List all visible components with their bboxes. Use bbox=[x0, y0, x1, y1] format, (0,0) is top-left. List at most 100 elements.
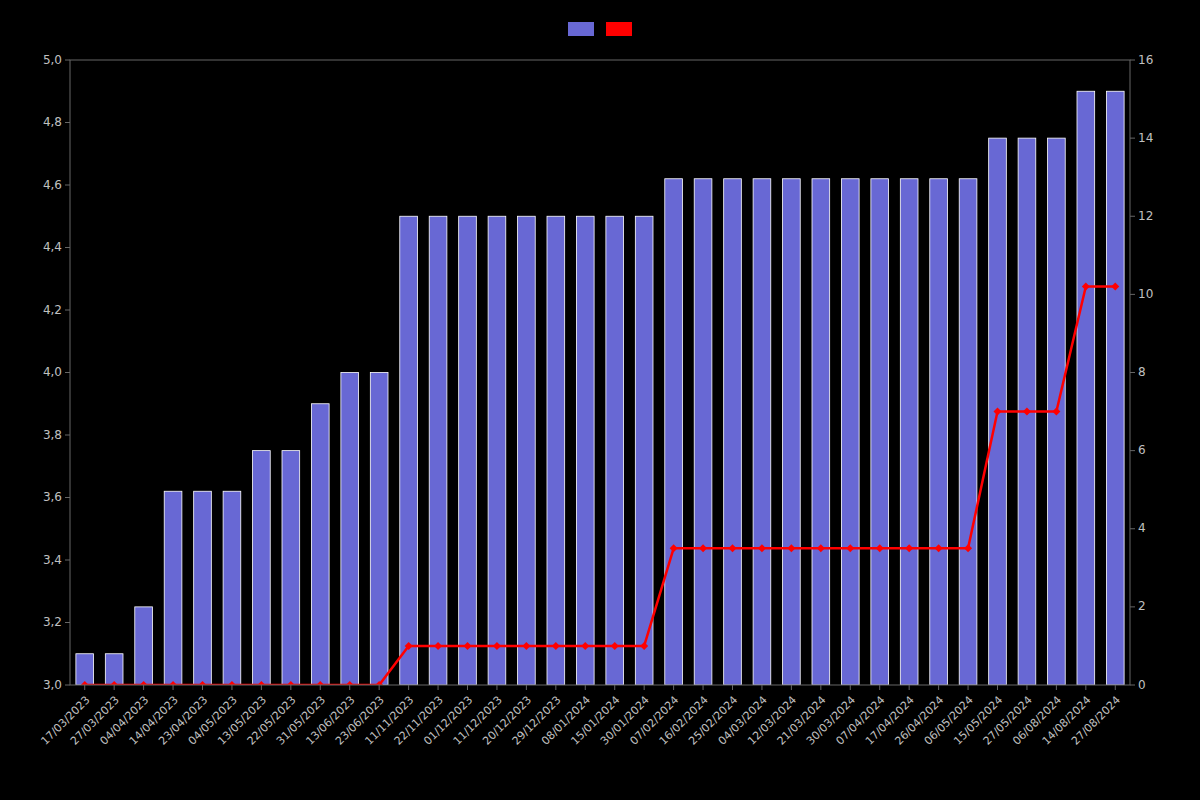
line-marker bbox=[817, 544, 825, 552]
y-tick-label: 4,8 bbox=[43, 115, 62, 129]
y-tick-label: 4,4 bbox=[43, 240, 62, 254]
line-marker bbox=[1052, 408, 1060, 416]
x-tick bbox=[349, 685, 350, 690]
y-tick bbox=[65, 435, 70, 436]
bar bbox=[606, 216, 624, 685]
bar bbox=[753, 179, 771, 685]
x-tick bbox=[526, 685, 527, 690]
legend bbox=[568, 22, 632, 36]
line-marker bbox=[905, 544, 913, 552]
y2-tick-label: 2 bbox=[1138, 599, 1146, 613]
x-tick bbox=[732, 685, 733, 690]
y2-tick bbox=[1130, 450, 1135, 451]
line-marker bbox=[787, 544, 795, 552]
y-tick bbox=[65, 622, 70, 623]
x-tick bbox=[290, 685, 291, 690]
y2-tick bbox=[1130, 294, 1135, 295]
x-tick bbox=[555, 685, 556, 690]
x-tick bbox=[143, 685, 144, 690]
x-tick bbox=[496, 685, 497, 690]
x-tick-label: 27/08/2024 bbox=[1069, 694, 1123, 748]
bar bbox=[76, 654, 94, 685]
bar bbox=[724, 179, 742, 685]
line-marker bbox=[640, 642, 648, 650]
x-tick bbox=[644, 685, 645, 690]
y-tick-label: 4,2 bbox=[43, 303, 62, 317]
line-marker bbox=[611, 642, 619, 650]
line-marker bbox=[316, 681, 324, 685]
x-tick bbox=[673, 685, 674, 690]
x-tick bbox=[379, 685, 380, 690]
line-marker bbox=[935, 544, 943, 552]
line-marker bbox=[346, 681, 354, 685]
y-tick bbox=[65, 185, 70, 186]
bar bbox=[311, 404, 329, 685]
y2-tick-label: 16 bbox=[1138, 53, 1153, 67]
y-tick-label: 3,0 bbox=[43, 678, 62, 692]
line-marker bbox=[140, 681, 148, 685]
line-marker bbox=[257, 681, 265, 685]
y-tick-label: 3,2 bbox=[43, 615, 62, 629]
y-axis: 3,03,23,43,63,84,04,24,44,64,85,0 bbox=[43, 53, 70, 692]
line-marker bbox=[964, 544, 972, 552]
x-axis: 17/03/202327/03/202304/04/202314/04/2023… bbox=[38, 685, 1123, 748]
line-marker bbox=[228, 681, 236, 685]
line-marker bbox=[1111, 283, 1119, 291]
y2-tick-label: 8 bbox=[1138, 365, 1146, 379]
x-tick bbox=[114, 685, 115, 690]
line-marker bbox=[522, 642, 530, 650]
line-marker bbox=[434, 642, 442, 650]
y2-tick bbox=[1130, 528, 1135, 529]
x-tick bbox=[820, 685, 821, 690]
bar bbox=[282, 451, 300, 685]
line-marker bbox=[493, 642, 501, 650]
y-tick-label: 5,0 bbox=[43, 53, 62, 67]
bar bbox=[783, 179, 801, 685]
y2-tick-label: 4 bbox=[1138, 521, 1146, 535]
line-marker bbox=[552, 642, 560, 650]
y2-tick-label: 6 bbox=[1138, 443, 1146, 457]
x-tick bbox=[938, 685, 939, 690]
x-tick bbox=[1056, 685, 1057, 690]
y-tick bbox=[65, 60, 70, 61]
y-tick bbox=[65, 372, 70, 373]
x-tick bbox=[1085, 685, 1086, 690]
bar bbox=[488, 216, 506, 685]
y-tick bbox=[65, 685, 70, 686]
bar bbox=[459, 216, 477, 685]
legend-swatch bbox=[568, 22, 594, 36]
line-marker bbox=[994, 408, 1002, 416]
bar bbox=[135, 607, 153, 685]
bar bbox=[959, 179, 977, 685]
bar bbox=[518, 216, 536, 685]
y-tick-label: 3,8 bbox=[43, 428, 62, 442]
line-marker bbox=[464, 642, 472, 650]
bar bbox=[841, 179, 859, 685]
y2-tick-label: 14 bbox=[1138, 131, 1153, 145]
line-marker bbox=[846, 544, 854, 552]
y2-tick-label: 0 bbox=[1138, 678, 1146, 692]
y2-tick bbox=[1130, 685, 1135, 686]
x-tick bbox=[202, 685, 203, 690]
x-tick bbox=[585, 685, 586, 690]
x-tick bbox=[850, 685, 851, 690]
x-tick bbox=[909, 685, 910, 690]
y-tick-label: 3,4 bbox=[43, 553, 62, 567]
x-tick bbox=[467, 685, 468, 690]
bar bbox=[194, 491, 212, 685]
line-marker bbox=[199, 681, 207, 685]
x-tick bbox=[791, 685, 792, 690]
y-tick bbox=[65, 497, 70, 498]
bar bbox=[1106, 91, 1124, 685]
x-tick bbox=[261, 685, 262, 690]
line-marker bbox=[699, 544, 707, 552]
line-marker bbox=[670, 544, 678, 552]
legend-swatch bbox=[606, 22, 632, 36]
bar bbox=[871, 179, 889, 685]
line-marker bbox=[758, 544, 766, 552]
y-tick-label: 4,0 bbox=[43, 365, 62, 379]
line-marker bbox=[1023, 408, 1031, 416]
x-tick bbox=[84, 685, 85, 690]
x-tick bbox=[968, 685, 969, 690]
y2-tick bbox=[1130, 606, 1135, 607]
